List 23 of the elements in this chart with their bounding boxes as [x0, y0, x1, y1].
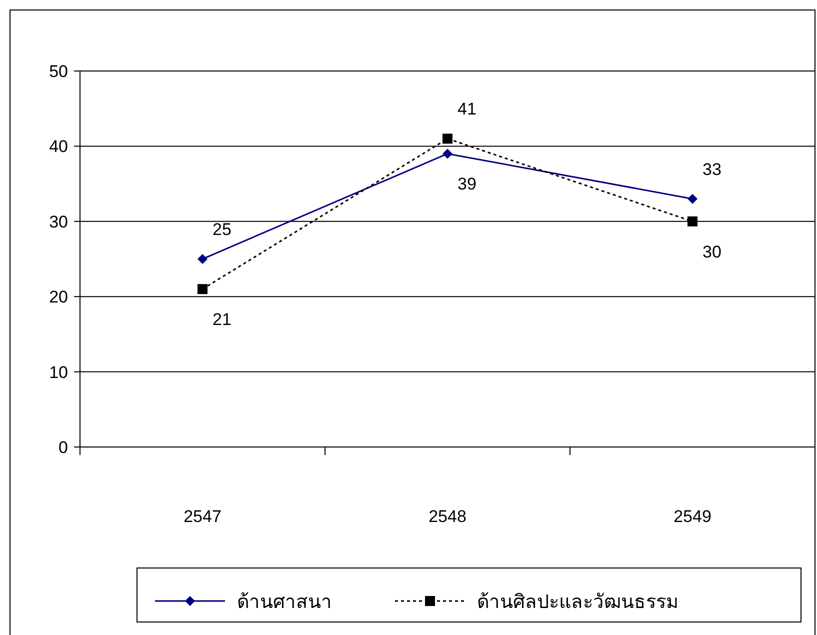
y-tick-label: 30: [49, 212, 68, 232]
y-tick-label: 0: [58, 438, 68, 457]
y-tick-label: 50: [49, 62, 68, 81]
point: [442, 148, 452, 159]
point: [442, 134, 452, 144]
x-tick-label: 2548: [428, 507, 466, 526]
legend-label: ด้านศาสนา: [237, 592, 332, 613]
point: [198, 284, 208, 294]
data-label: 25: [212, 220, 232, 239]
point: [198, 254, 208, 264]
data-label: 39: [458, 174, 476, 194]
data-label: 41: [458, 100, 476, 119]
point: [688, 194, 698, 204]
y-tick-label: 40: [49, 137, 68, 156]
y-tick-label: 20: [49, 288, 68, 307]
point: [688, 216, 698, 226]
data-label: 21: [212, 310, 232, 330]
x-tick-label: 2549: [674, 507, 712, 526]
data-label: 33: [702, 160, 722, 179]
legend-label: ด้านศิลปะและวัฒนธรรม: [477, 592, 679, 613]
x-tick-label: 2547: [184, 507, 222, 526]
y-tick-label: 10: [49, 362, 68, 382]
data-label: 30: [702, 242, 722, 262]
